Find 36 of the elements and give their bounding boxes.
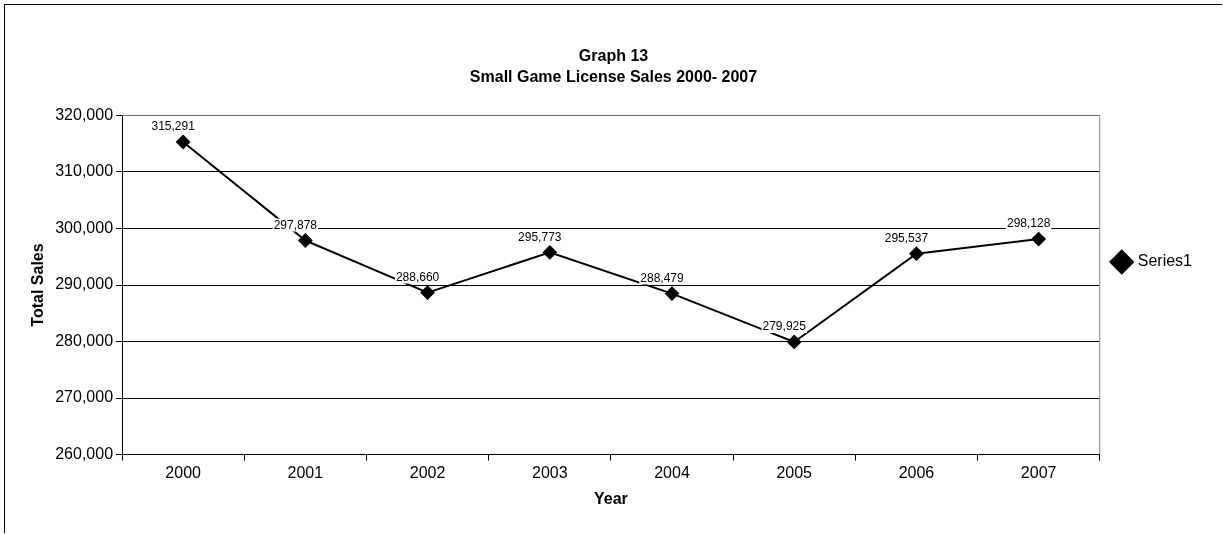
point xyxy=(665,286,679,301)
y-tick-label: 270,000 xyxy=(55,388,114,406)
x-tick-label: 2001 xyxy=(287,463,324,481)
y-tick-label: 260,000 xyxy=(55,445,114,463)
y-tick-label: 280,000 xyxy=(55,331,114,349)
x-tick-label: 2003 xyxy=(531,463,568,481)
point xyxy=(542,245,557,260)
y-tick-label: 320,000 xyxy=(55,105,114,123)
x-tick-label: 2004 xyxy=(654,463,690,481)
point xyxy=(909,246,924,261)
data-label: 297,878 xyxy=(273,217,318,232)
data-label: 298,128 xyxy=(1006,216,1051,231)
x-tick-label: 2007 xyxy=(1020,463,1057,481)
legend-label: Series1 xyxy=(1137,252,1193,270)
point xyxy=(176,135,191,150)
point xyxy=(1031,232,1046,247)
point xyxy=(787,334,802,349)
x-tick-label: 2005 xyxy=(776,463,813,481)
x-axis-title: Year xyxy=(593,489,628,507)
data-label: 295,773 xyxy=(518,229,562,244)
chart-title: Graph 13 xyxy=(578,47,649,65)
data-label: 295,537 xyxy=(884,231,929,246)
point xyxy=(420,285,435,300)
x-tick-label: 2000 xyxy=(165,463,202,481)
y-tick-label: 290,000 xyxy=(55,275,114,293)
y-axis-title: Total Sales xyxy=(29,243,47,327)
x-tick-label: 2002 xyxy=(409,463,446,481)
chart-subtitle: Small Game License Sales 2000- 2007 xyxy=(469,68,758,86)
y-tick-label: 310,000 xyxy=(55,162,114,180)
data-label: 315,291 xyxy=(151,119,196,134)
data-label: 288,660 xyxy=(395,269,440,284)
data-label: 279,925 xyxy=(762,319,807,334)
point xyxy=(298,233,313,248)
data-label: 288,479 xyxy=(640,270,685,285)
x-tick-label: 2006 xyxy=(898,463,935,481)
y-tick-label: 300,000 xyxy=(55,218,114,236)
